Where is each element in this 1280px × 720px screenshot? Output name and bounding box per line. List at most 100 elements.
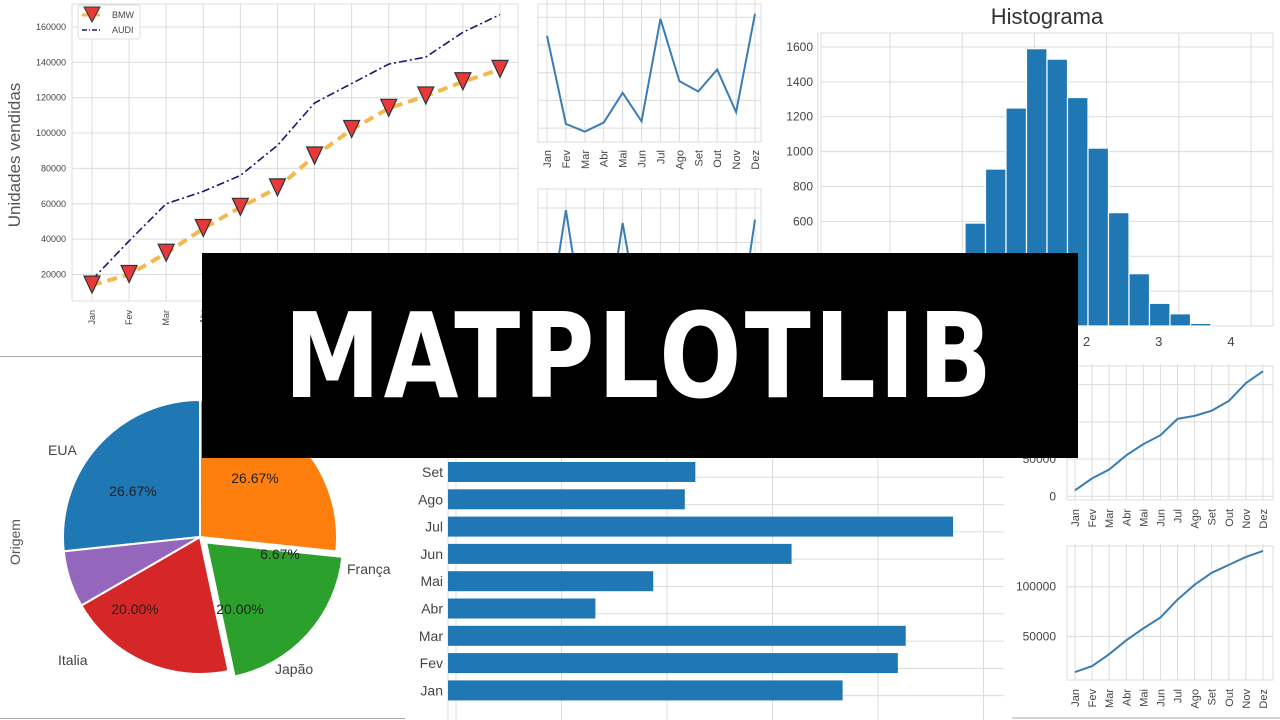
- sales-y-label: Unidades vendidas: [5, 83, 24, 228]
- pie-chart: Origem EUA Italia Japão França 26.67% 26…: [7, 398, 391, 678]
- triangle-down-icon: [231, 197, 250, 217]
- svg-text:Jun: Jun: [420, 546, 443, 562]
- cumulative-line-chart-bottom: 50000 100000 Jan Fev Mar Abr Mai Jun Jul Ago Set O…: [1012, 544, 1280, 719]
- svg-text:Fev: Fev: [561, 150, 573, 169]
- svg-text:Jan: Jan: [1070, 509, 1082, 527]
- sales-y-ticks: 20000 40000 60000 80000 100000 120000 140000 16…: [36, 22, 66, 280]
- triangle-down-icon: [120, 264, 139, 284]
- svg-text:Ago: Ago: [1190, 689, 1202, 709]
- svg-text:Jul: Jul: [655, 150, 667, 164]
- svg-text:Ago: Ago: [1190, 509, 1202, 529]
- pie-pct-red: 20.00%: [216, 601, 263, 617]
- svg-text:Abr: Abr: [1121, 689, 1133, 706]
- divider-bottom-left: [0, 718, 405, 719]
- svg-text:Jun: Jun: [1155, 689, 1167, 707]
- svg-text:Dez: Dez: [750, 150, 762, 170]
- pie-pct-orange: 26.67%: [109, 483, 156, 499]
- svg-text:Jan: Jan: [420, 682, 443, 698]
- svg-text:4: 4: [1227, 334, 1234, 349]
- svg-text:160000: 160000: [36, 22, 66, 32]
- pie-slice: [204, 541, 344, 678]
- triangle-down-icon: [416, 86, 435, 106]
- hbar-chart: Jan Fev Mar Abr Mai Jun Jul Ago Set: [418, 455, 1004, 720]
- divider-left: [0, 356, 205, 357]
- svg-text:Mar: Mar: [580, 150, 592, 169]
- svg-text:Out: Out: [1224, 689, 1236, 707]
- triangle-down-icon: [453, 72, 472, 92]
- svg-text:Set: Set: [1207, 689, 1219, 706]
- svg-text:Fev: Fev: [1087, 509, 1099, 528]
- triangle-down-icon: [491, 59, 509, 79]
- svg-text:1400: 1400: [786, 75, 813, 89]
- svg-text:Abr: Abr: [421, 601, 443, 617]
- svg-text:1000: 1000: [786, 145, 813, 159]
- svg-text:Dez: Dez: [1258, 689, 1270, 709]
- svg-text:Dez: Dez: [1258, 509, 1270, 529]
- pie-slice: [62, 536, 201, 607]
- pie-slices: [62, 398, 344, 678]
- pie-pct-purple: 6.67%: [260, 546, 300, 562]
- svg-text:Mar: Mar: [1104, 509, 1116, 528]
- pie-label-japao: Japão: [275, 661, 313, 677]
- svg-text:Set: Set: [422, 464, 443, 480]
- svg-text:Jul: Jul: [1173, 689, 1185, 703]
- svg-text:Fev: Fev: [1087, 689, 1099, 708]
- svg-text:800: 800: [793, 179, 813, 193]
- svg-text:Jan: Jan: [542, 150, 554, 168]
- triangle-down-icon: [83, 6, 101, 24]
- hbar-bars: [448, 462, 954, 701]
- pie-y-label: Origem: [7, 519, 23, 565]
- svg-text:Jun: Jun: [1155, 509, 1167, 527]
- svg-text:3: 3: [1155, 334, 1162, 349]
- svg-text:2: 2: [1083, 334, 1090, 349]
- pie-label-eua: EUA: [48, 442, 77, 458]
- svg-text:100000: 100000: [36, 128, 66, 138]
- svg-text:Ago: Ago: [418, 491, 443, 507]
- triangle-down-icon: [83, 275, 101, 295]
- svg-text:Set: Set: [1207, 509, 1219, 526]
- svg-text:Out: Out: [712, 150, 724, 168]
- svg-text:Fev: Fev: [420, 655, 443, 671]
- histogram-title: Histograma: [991, 4, 1104, 29]
- svg-text:Set: Set: [693, 150, 705, 167]
- svg-text:Mai: Mai: [1138, 509, 1150, 527]
- pie-label-italia: Italia: [58, 652, 88, 668]
- small-line-chart-middle: [537, 188, 762, 268]
- svg-text:AUDI: AUDI: [112, 25, 134, 35]
- svg-text:Jun: Jun: [637, 150, 649, 168]
- svg-text:1600: 1600: [786, 40, 813, 54]
- svg-text:Mar: Mar: [161, 310, 171, 326]
- svg-text:Ago: Ago: [674, 150, 686, 170]
- triangle-down-icon: [268, 178, 287, 198]
- svg-text:80000: 80000: [41, 163, 66, 173]
- svg-text:1200: 1200: [786, 110, 813, 124]
- svg-text:Mai: Mai: [1138, 689, 1150, 707]
- svg-text:Nov: Nov: [731, 150, 743, 170]
- small-line-chart-top: Jan Fev Mar Abr Mai Jun Jul Ago Set Out Nov Dez: [537, 0, 762, 170]
- svg-text:Mar: Mar: [1104, 689, 1116, 708]
- svg-text:60000: 60000: [41, 199, 66, 209]
- pie-label-franca: França: [347, 561, 391, 577]
- svg-text:120000: 120000: [36, 93, 66, 103]
- svg-text:Nov: Nov: [1241, 689, 1253, 709]
- pie-pct-blue: 26.67%: [231, 470, 278, 486]
- svg-text:Jul: Jul: [1173, 509, 1185, 523]
- triangle-down-icon: [194, 218, 213, 238]
- svg-text:Mai: Mai: [420, 573, 443, 589]
- svg-text:Abr: Abr: [599, 150, 611, 167]
- svg-text:100000: 100000: [1016, 580, 1056, 594]
- svg-text:50000: 50000: [1023, 629, 1057, 643]
- svg-text:Mai: Mai: [618, 150, 630, 168]
- banner-title: MATPLOTLIB: [284, 286, 996, 425]
- triangle-down-icon: [305, 146, 324, 166]
- svg-text:Jan: Jan: [1070, 689, 1082, 707]
- svg-text:BMW: BMW: [112, 10, 135, 20]
- svg-text:Jan: Jan: [87, 310, 97, 325]
- sales-legend: BMW AUDI: [77, 4, 141, 40]
- svg-text:Nov: Nov: [1241, 509, 1253, 529]
- triangle-down-icon: [379, 98, 398, 118]
- bmw-line: [91, 67, 501, 288]
- svg-text:600: 600: [793, 214, 813, 228]
- svg-text:Mar: Mar: [419, 628, 443, 644]
- svg-text:Out: Out: [1224, 509, 1236, 527]
